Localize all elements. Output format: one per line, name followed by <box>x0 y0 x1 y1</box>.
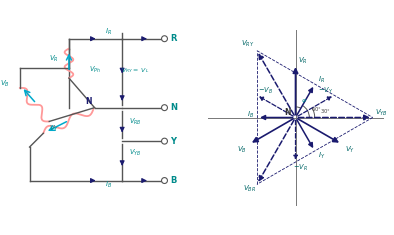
Circle shape <box>162 36 167 42</box>
Text: $V_R$: $V_R$ <box>49 53 59 64</box>
Text: N: N <box>170 103 177 112</box>
Text: $V_B$: $V_B$ <box>237 144 247 155</box>
Text: $I_R$: $I_R$ <box>105 27 112 37</box>
Text: $V_{Ph}$: $V_{Ph}$ <box>89 65 100 75</box>
Circle shape <box>162 105 167 111</box>
Text: $V_{YB}$: $V_{YB}$ <box>129 148 141 158</box>
Text: $V_{RB}$: $V_{RB}$ <box>128 116 141 127</box>
Text: $V_{RY}=\ V_L$: $V_{RY}=\ V_L$ <box>121 66 149 75</box>
Circle shape <box>162 138 167 144</box>
Text: $30°$: $30°$ <box>320 107 331 115</box>
Text: Y: Y <box>170 137 176 146</box>
Text: $V_Y$: $V_Y$ <box>49 124 59 134</box>
Text: R: R <box>170 34 176 43</box>
Text: N: N <box>284 108 291 117</box>
Text: $60°$: $60°$ <box>312 105 322 113</box>
Text: $\varphi$: $\varphi$ <box>301 97 307 105</box>
Text: $-V_B$: $-V_B$ <box>258 86 273 96</box>
Text: $I_B$: $I_B$ <box>105 180 112 190</box>
Text: $-V_R$: $-V_R$ <box>294 162 308 173</box>
Text: B: B <box>170 176 176 185</box>
Text: $I_Y$: $I_Y$ <box>318 151 325 161</box>
Text: $V_{BR}$: $V_{BR}$ <box>243 184 256 195</box>
Text: $-V_Y$: $-V_Y$ <box>318 86 333 96</box>
Text: $I_R$: $I_R$ <box>318 75 325 85</box>
Text: $V_{RY}$: $V_{RY}$ <box>241 39 255 49</box>
Circle shape <box>162 178 167 184</box>
Text: N: N <box>85 97 91 106</box>
Text: $V_B$: $V_B$ <box>0 79 10 89</box>
Text: $V_Y$: $V_Y$ <box>345 144 355 155</box>
Text: $I_B$: $I_B$ <box>247 110 254 120</box>
Text: $V_R$: $V_R$ <box>297 55 307 66</box>
Text: $V_{YB}$: $V_{YB}$ <box>375 108 388 118</box>
